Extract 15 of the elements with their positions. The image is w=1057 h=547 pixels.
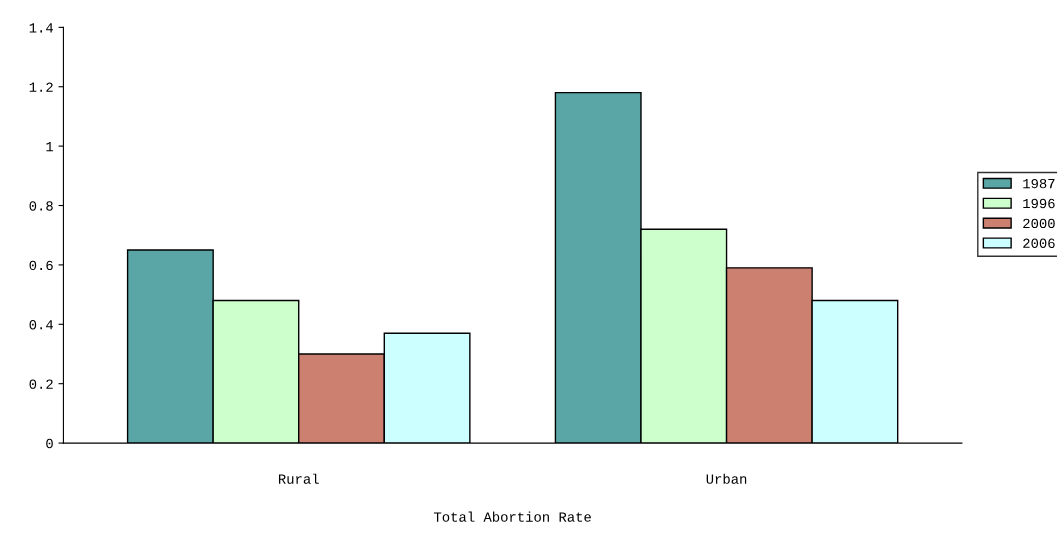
y-tick-label: 0.8 [29,201,53,211]
y-tick-label: 0.6 [29,260,53,271]
y-tick-label: 1 [46,142,54,152]
legend-label: 2000 [1023,218,1055,229]
y-tick-label: 1.2 [29,82,53,92]
x-tick-label: Rural [278,473,319,484]
y-tick-label: 0.2 [29,379,53,389]
legend-label: 1987 [1023,178,1055,189]
x-axis-title: Total Abortion Rate [433,511,591,522]
y-tick-label: 0 [46,438,53,449]
y-tick-label: 0.4 [29,320,53,330]
legend-label: 1996 [1023,198,1055,209]
x-tick-label: Urban [706,473,747,484]
legend-label: 2006 [1023,238,1055,248]
y-tick-label: 1.4 [29,23,53,33]
